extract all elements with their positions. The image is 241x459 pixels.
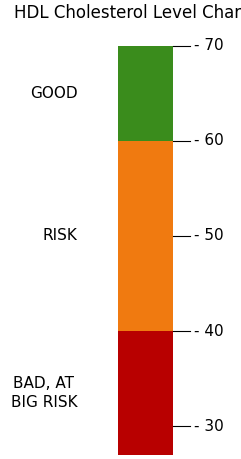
- Text: - 70: - 70: [194, 38, 224, 53]
- Text: GOOD: GOOD: [30, 86, 77, 101]
- Text: - 50: - 50: [194, 229, 224, 243]
- Bar: [118, 45, 173, 141]
- Text: - 40: - 40: [194, 324, 224, 339]
- Text: - 60: - 60: [194, 133, 224, 148]
- Text: - 30: - 30: [194, 419, 224, 434]
- Bar: [118, 141, 173, 331]
- Title: HDL Cholesterol Level Chart: HDL Cholesterol Level Chart: [14, 4, 241, 22]
- Text: RISK: RISK: [42, 229, 77, 243]
- Text: BAD, AT
BIG RISK: BAD, AT BIG RISK: [11, 376, 77, 410]
- Bar: [118, 331, 173, 455]
